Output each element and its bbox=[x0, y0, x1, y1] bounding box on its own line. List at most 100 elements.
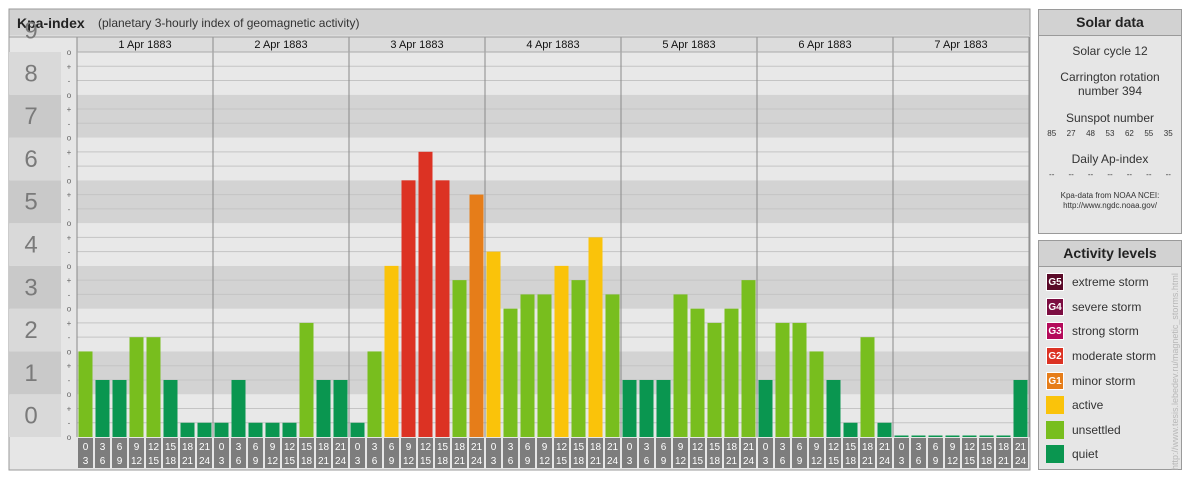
solar-data-panel: Solar data Solar cycle 12 Carrington rot… bbox=[1038, 9, 1182, 234]
hour-label-box bbox=[554, 438, 569, 468]
hour-start-label: 18 bbox=[318, 442, 330, 453]
kp-bar bbox=[843, 422, 858, 437]
hour-label-box bbox=[265, 438, 280, 468]
y-label-band bbox=[9, 308, 61, 352]
ap-value: -- bbox=[1068, 170, 1074, 179]
hour-end-label: 3 bbox=[491, 456, 497, 467]
hour-start-label: 9 bbox=[678, 442, 684, 453]
carrington-rotation-line2: number 394 bbox=[1077, 84, 1143, 98]
hour-start-label: 15 bbox=[301, 442, 313, 453]
kp-band bbox=[77, 180, 1029, 224]
kp-band bbox=[77, 351, 1029, 395]
activity-level-swatch bbox=[1046, 396, 1064, 415]
watermark: http://www.tesis.lebedev.ru/magnetic_sto… bbox=[1170, 273, 1180, 470]
hour-start-label: 18 bbox=[454, 442, 466, 453]
activity-level-label: severe storm bbox=[1072, 299, 1142, 314]
hour-label-box bbox=[214, 438, 229, 468]
hour-end-label: 15 bbox=[148, 456, 160, 467]
hour-start-label: 0 bbox=[219, 442, 225, 453]
hour-end-label: 3 bbox=[219, 456, 225, 467]
minor-tick-sign: - bbox=[68, 119, 71, 128]
activity-level-item: G5 extreme storm bbox=[1039, 270, 1181, 295]
hour-label-box bbox=[180, 438, 195, 468]
kp-bar bbox=[588, 237, 603, 437]
kp-bar bbox=[350, 422, 365, 437]
carrington-rotation: Carrington rotation number 394 bbox=[1039, 70, 1181, 98]
kp-bar bbox=[860, 337, 875, 437]
solar-cycle: Solar cycle 12 bbox=[1072, 44, 1148, 58]
hour-start-label: 15 bbox=[573, 442, 585, 453]
kp-bar bbox=[724, 308, 739, 437]
hour-end-label: 12 bbox=[947, 456, 959, 467]
activity-level-item: G4 severe storm bbox=[1039, 295, 1181, 320]
sunspot-value: 27 bbox=[1066, 129, 1076, 138]
kp-bar bbox=[656, 379, 671, 437]
hour-end-label: 18 bbox=[709, 456, 721, 467]
y-label-band bbox=[9, 265, 61, 309]
hour-end-label: 6 bbox=[100, 456, 106, 467]
hour-end-label: 24 bbox=[199, 456, 211, 467]
activity-level-label: unsettled bbox=[1072, 422, 1121, 437]
hour-label-box bbox=[605, 438, 620, 468]
hour-start-label: 12 bbox=[556, 442, 568, 453]
hour-end-label: 3 bbox=[627, 456, 633, 467]
minor-tick-sign: + bbox=[67, 191, 72, 200]
minor-tick-sign: + bbox=[67, 362, 72, 371]
hour-start-label: 3 bbox=[372, 442, 378, 453]
kp-bar bbox=[520, 294, 535, 437]
hour-label-box bbox=[690, 438, 705, 468]
hour-end-label: 18 bbox=[573, 456, 585, 467]
hour-end-label: 6 bbox=[372, 456, 378, 467]
hour-label-box bbox=[860, 438, 875, 468]
hour-end-label: 15 bbox=[420, 456, 432, 467]
hour-start-label: 9 bbox=[814, 442, 820, 453]
day-label: 6 Apr 1883 bbox=[798, 39, 851, 51]
ap-value: -- bbox=[1087, 170, 1094, 179]
hour-end-label: 9 bbox=[117, 456, 123, 467]
hour-label-box bbox=[673, 438, 688, 468]
minor-tick-sign: + bbox=[67, 233, 72, 242]
y-axis-label: 8 bbox=[24, 60, 37, 87]
y-axis-label: 2 bbox=[24, 317, 37, 344]
minor-tick-sign: o bbox=[67, 347, 72, 356]
hour-start-label: 0 bbox=[627, 442, 633, 453]
minor-tick-sign: - bbox=[68, 162, 71, 171]
hour-label-box bbox=[724, 438, 739, 468]
kp-bar bbox=[78, 351, 93, 437]
hour-end-label: 21 bbox=[998, 456, 1010, 467]
hour-end-label: 3 bbox=[83, 456, 89, 467]
kp-bar bbox=[299, 322, 314, 437]
kp-bar bbox=[911, 435, 926, 437]
hour-label-box bbox=[95, 438, 110, 468]
hour-label-box bbox=[792, 438, 807, 468]
hour-start-label: 21 bbox=[335, 442, 347, 453]
hour-end-label: 15 bbox=[284, 456, 296, 467]
hour-label-box bbox=[384, 438, 399, 468]
hour-start-label: 6 bbox=[661, 442, 667, 453]
hour-label-box bbox=[452, 438, 467, 468]
kp-bar bbox=[639, 379, 654, 437]
hour-label-box bbox=[299, 438, 314, 468]
kp-bar bbox=[622, 379, 637, 437]
minor-tick-sign: + bbox=[67, 148, 72, 157]
hour-end-label: 12 bbox=[539, 456, 551, 467]
kp-band bbox=[77, 94, 1029, 138]
kp-bar bbox=[690, 308, 705, 437]
hour-end-label: 24 bbox=[335, 456, 347, 467]
data-source-link[interactable]: http://www.ngdc.noaa.gov/ bbox=[1063, 201, 1157, 210]
day-label: 3 Apr 1883 bbox=[390, 39, 443, 51]
hour-label-box bbox=[945, 438, 960, 468]
hour-label-box bbox=[537, 438, 552, 468]
kp-bar bbox=[214, 422, 229, 437]
kp-bar bbox=[962, 435, 977, 437]
kp-band bbox=[77, 223, 1029, 266]
chart-subtitle: (planetary 3-hourly index of geomagnetic… bbox=[98, 16, 359, 30]
hour-end-label: 12 bbox=[675, 456, 687, 467]
kp-bar bbox=[979, 435, 994, 437]
kp-bar bbox=[877, 422, 892, 437]
hour-label-box bbox=[877, 438, 892, 468]
day-label: 5 Apr 1883 bbox=[662, 39, 715, 51]
ap-value: -- bbox=[1107, 170, 1113, 179]
data-source-line1: Kpa-data from NOAA NCEI: bbox=[1060, 191, 1160, 200]
